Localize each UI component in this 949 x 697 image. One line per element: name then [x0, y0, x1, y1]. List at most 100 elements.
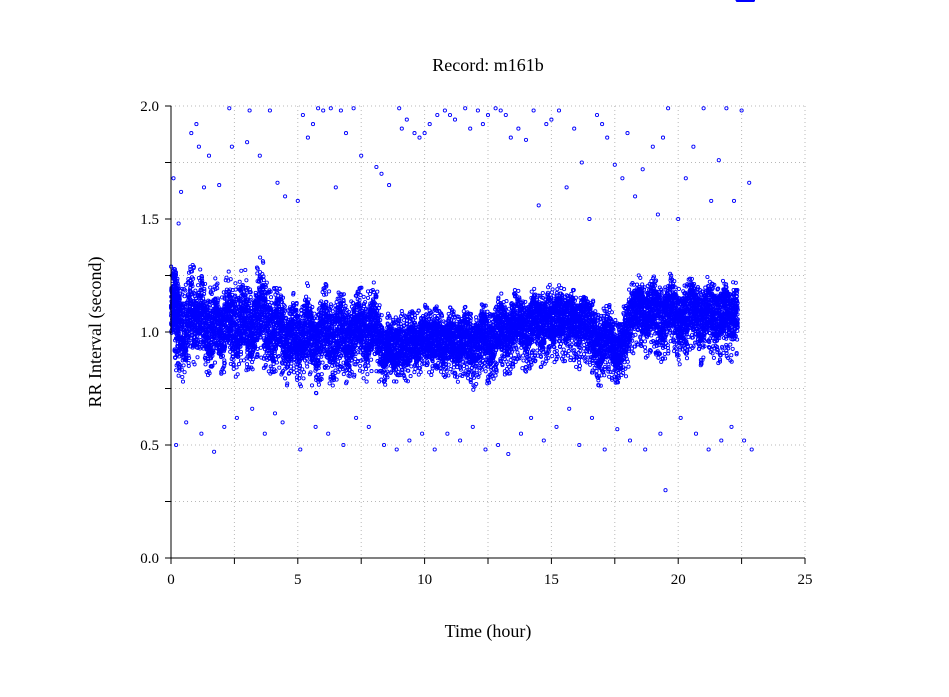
- data-point: [222, 360, 227, 365]
- data-point: [181, 363, 186, 368]
- data-point: [195, 335, 200, 340]
- data-point: [208, 312, 213, 317]
- data-point: [236, 354, 241, 359]
- data-point: [173, 270, 178, 275]
- data-point: [211, 348, 216, 353]
- data-point: [358, 363, 363, 368]
- data-point: [319, 372, 324, 377]
- data-point: [205, 330, 211, 335]
- data-point: [365, 372, 370, 377]
- data-point: [175, 281, 180, 286]
- data-point: [201, 296, 206, 301]
- data-point: [202, 286, 207, 291]
- data-point: [176, 373, 181, 378]
- data-point: [226, 269, 231, 274]
- data-point: [203, 307, 208, 312]
- chart-title: Record: m161b: [432, 55, 543, 75]
- data-point: [248, 295, 253, 300]
- data-point: [364, 379, 369, 384]
- data-point: [183, 282, 188, 287]
- data-point: [222, 370, 227, 375]
- data-point: [244, 278, 249, 283]
- data-point: [181, 307, 186, 312]
- scatter-points: [168, 0, 755, 493]
- data-point: [176, 295, 181, 300]
- data-point: [368, 291, 373, 297]
- data-point: [198, 329, 203, 334]
- data-point: [341, 372, 346, 377]
- data-point: [187, 332, 192, 337]
- data-point: [182, 294, 187, 299]
- data-point: [175, 276, 180, 281]
- data-point: [237, 279, 242, 284]
- data-point: [223, 337, 228, 342]
- data-point: [191, 276, 196, 281]
- data-point: [363, 367, 369, 372]
- data-point: [187, 301, 193, 306]
- data-point: [230, 299, 235, 304]
- data-point: [228, 277, 233, 282]
- data-point: [235, 372, 240, 377]
- data-point: [233, 293, 238, 298]
- data-point: [195, 355, 200, 360]
- data-point: [206, 359, 211, 364]
- data-point: [185, 338, 190, 343]
- data-point: [193, 288, 198, 293]
- data-point: [182, 370, 187, 375]
- data-point: [211, 350, 216, 355]
- data-point: [188, 267, 193, 272]
- data-point: [229, 325, 234, 331]
- data-point: [268, 295, 274, 300]
- data-point: [203, 281, 208, 286]
- data-point: [369, 357, 374, 362]
- data-point: [201, 339, 206, 344]
- data-point: [228, 296, 233, 301]
- data-point: [231, 357, 236, 362]
- data-point: [221, 290, 226, 295]
- data-point: [365, 295, 371, 300]
- data-point: [206, 300, 211, 305]
- data-point: [198, 278, 203, 283]
- data-point: [304, 361, 309, 366]
- data-point: [309, 383, 315, 388]
- data-point: [192, 362, 197, 367]
- data-point: [334, 299, 339, 305]
- data-point: [238, 352, 243, 357]
- data-point: [221, 322, 226, 327]
- data-point: [222, 296, 227, 301]
- data-point: [221, 349, 226, 354]
- data-point: [327, 381, 332, 386]
- data-point: [194, 300, 199, 305]
- data-point: [218, 324, 223, 329]
- data-point: [187, 355, 192, 361]
- data-point: [298, 373, 303, 378]
- data-point: [203, 362, 208, 367]
- data-point: [174, 292, 179, 297]
- data-point: [183, 288, 188, 293]
- data-point: [234, 365, 239, 370]
- data-point: [178, 288, 183, 293]
- data-point: [189, 280, 195, 285]
- data-point: [224, 296, 229, 301]
- data-point: [213, 301, 218, 306]
- data-point: [206, 298, 211, 303]
- data-point: [371, 280, 376, 285]
- data-point: [208, 285, 213, 290]
- data-point: [180, 379, 186, 384]
- data-point: [184, 358, 189, 363]
- data-point: [179, 367, 184, 372]
- data-point: [375, 289, 380, 294]
- data-point: [236, 362, 242, 367]
- data-point: [210, 363, 215, 368]
- data-point: [301, 370, 306, 375]
- data-point: [176, 284, 181, 289]
- data-point: [195, 322, 201, 327]
- data-point: [239, 268, 244, 273]
- data-point: [283, 376, 288, 381]
- data-point: [330, 383, 335, 388]
- data-point: [206, 369, 211, 374]
- data-point: [180, 302, 185, 308]
- data-point: [198, 294, 204, 299]
- data-point: [361, 376, 366, 381]
